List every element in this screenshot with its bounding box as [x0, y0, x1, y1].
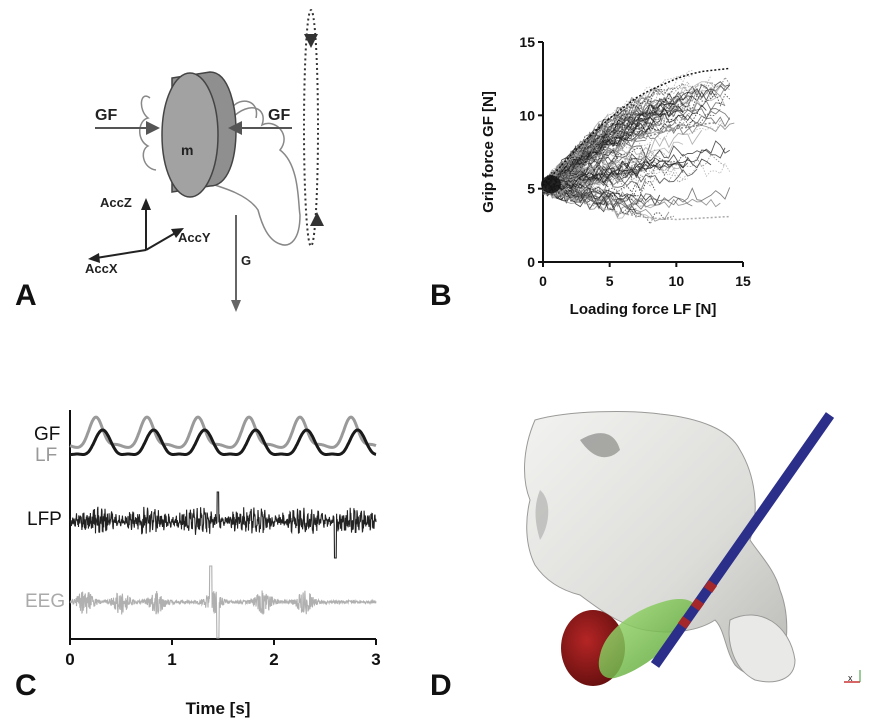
hand-outline [139, 95, 301, 246]
gf-left-arrowhead [146, 121, 160, 135]
panel-b: 0 5 10 15 0 5 10 15 Loading force LF [N] Grip for… [430, 0, 869, 330]
mass-cylinder-front [161, 72, 219, 198]
trajectory-line [542, 118, 726, 191]
acc-z-label: AccZ [100, 195, 132, 210]
gravity-label: G [241, 253, 252, 268]
x-tick-label: 15 [735, 273, 751, 289]
movement-arrow-up [310, 212, 324, 226]
trajectory-line [542, 171, 688, 196]
brain-surface [524, 411, 788, 677]
acc-x-label: AccX [85, 261, 118, 276]
scatter-axes: 0 5 10 15 0 5 10 15 Loading force LF [N] Grip for… [480, 34, 751, 318]
movement-arrow-down [304, 34, 318, 48]
trajectory-line [542, 107, 661, 193]
movement-path [303, 9, 319, 247]
trajectory-line [542, 184, 731, 203]
trajectory-line [542, 69, 693, 187]
brain-lower-lobe [728, 614, 796, 683]
y-tick-label: 15 [519, 34, 535, 50]
panel-label-c: C [15, 669, 37, 702]
acc-x-arrowhead [88, 253, 100, 263]
series-line-0 [542, 67, 730, 187]
trajectory-line [542, 105, 656, 191]
trajectory-line [542, 153, 726, 194]
x-axis-label: Loading force LF [N] [570, 301, 717, 318]
grip-vs-load-scatter: 0 5 10 15 0 5 10 15 Loading force LF [N] Grip for… [480, 34, 751, 318]
trajectory-line [542, 97, 637, 187]
trajectory-line [542, 161, 689, 195]
trace-label-gf: GF [34, 424, 61, 445]
trajectory-line [542, 190, 674, 225]
electrode-contact-1 [703, 580, 718, 593]
target-green [598, 599, 696, 679]
x-tick-label: 1 [167, 650, 176, 669]
brain-shading-2 [535, 490, 549, 540]
acc-y-label: AccY [178, 230, 211, 245]
brain-shading-1 [580, 433, 620, 458]
trace-label-lfp: LFP [27, 509, 62, 530]
gravity-arrowhead [231, 300, 241, 312]
panel-c: 0 1 2 3 Time [s] GF LF LFP EEG C [0, 380, 430, 720]
scatter-cloud [541, 67, 735, 225]
gf-right-label: GF [268, 107, 291, 124]
trajectory-line [542, 81, 730, 192]
x-axis-label: Time [s] [186, 699, 251, 718]
series-line-2 [542, 187, 730, 221]
y-axis-label: Grip force GF [N] [480, 91, 497, 213]
time-series-chart: 0 1 2 3 Time [s] [65, 410, 381, 718]
axis-mark-label: x [848, 673, 853, 683]
mass-label: m [181, 142, 194, 158]
lfp-trace [69, 491, 377, 559]
brain-electrode-render [524, 411, 861, 686]
x-tick-label: 3 [371, 650, 380, 669]
timeseries-axes: 0 1 2 3 Time [s] [65, 410, 381, 718]
panel-a: GF GF m AccZ AccY AccX G A [0, 0, 430, 330]
x-tick-label: 10 [669, 273, 685, 289]
origin-cluster [541, 175, 561, 194]
x-tick-label: 5 [606, 273, 614, 289]
panel-label-d: D [430, 669, 452, 702]
x-tick-label: 0 [65, 650, 74, 669]
trace-label-lf: LF [35, 445, 58, 466]
x-tick-label: 2 [269, 650, 278, 669]
gf-trace [69, 428, 377, 456]
gf-left-label: GF [95, 107, 118, 124]
trajectory-line [542, 183, 637, 201]
gf-right-arrowhead [228, 121, 242, 135]
series-line-1 [542, 121, 717, 190]
trajectory-line [542, 97, 674, 188]
panel-a-illustration [88, 9, 324, 312]
acc-z-arrowhead [141, 198, 151, 210]
electrode-contact-2 [690, 598, 705, 611]
lf-trace [69, 415, 377, 449]
x-tick-label: 0 [539, 273, 547, 289]
y-tick-label: 10 [519, 107, 535, 123]
trajectory-line [542, 141, 684, 191]
panel-label-a: A [15, 279, 37, 312]
y-tick-label: 0 [527, 254, 535, 270]
acc-y-arrowhead [171, 228, 184, 238]
trajectory-line [542, 92, 731, 191]
panel-d: x D [430, 380, 869, 720]
y-tick-label: 5 [527, 181, 535, 197]
trajectory-line [542, 130, 623, 193]
trace-label-eeg: EEG [25, 591, 66, 612]
trajectory-line [542, 131, 651, 192]
trajectory-line [542, 112, 702, 193]
electrode-contact-3 [677, 616, 692, 629]
trajectory-line [542, 186, 604, 205]
panel-label-b: B [430, 279, 452, 312]
eeg-trace [69, 565, 377, 639]
